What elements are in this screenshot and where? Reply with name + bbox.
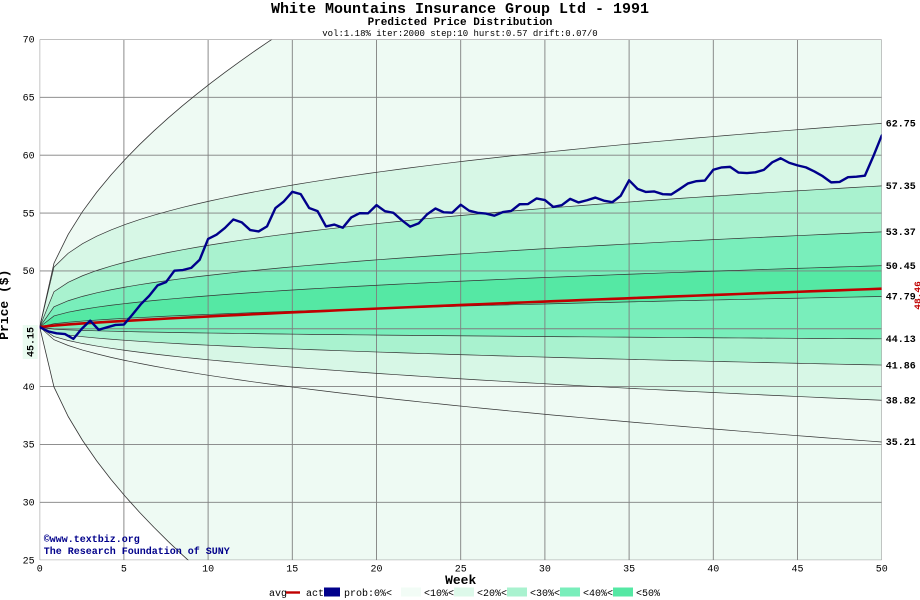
svg-text:60: 60 bbox=[23, 151, 35, 162]
svg-text:<10%<: <10%< bbox=[424, 589, 454, 600]
svg-text:prob:0%<: prob:0%< bbox=[344, 588, 392, 600]
svg-text:47.79: 47.79 bbox=[886, 293, 916, 304]
svg-text:The Research Foundation of SUN: The Research Foundation of SUNY bbox=[44, 546, 230, 558]
svg-text:44.13: 44.13 bbox=[886, 335, 916, 346]
svg-text:35: 35 bbox=[623, 565, 635, 576]
svg-text:50: 50 bbox=[876, 565, 888, 576]
svg-text:70: 70 bbox=[23, 36, 35, 47]
svg-text:Price ($): Price ($) bbox=[0, 270, 12, 340]
svg-text:57.35: 57.35 bbox=[886, 182, 916, 193]
svg-text:avg: avg bbox=[269, 589, 287, 600]
svg-text:10: 10 bbox=[202, 565, 214, 576]
svg-text:5: 5 bbox=[121, 565, 127, 576]
svg-text:0: 0 bbox=[37, 565, 43, 576]
svg-text:45.15: 45.15 bbox=[27, 327, 38, 357]
svg-text:65: 65 bbox=[23, 94, 35, 105]
svg-text:©www.textbiz.org: ©www.textbiz.org bbox=[44, 534, 140, 546]
svg-text:act: act bbox=[306, 589, 324, 600]
svg-text:55: 55 bbox=[23, 209, 35, 220]
svg-text:Week: Week bbox=[445, 573, 476, 588]
svg-text:<30%<: <30%< bbox=[530, 589, 560, 600]
svg-text:50.45: 50.45 bbox=[886, 262, 916, 273]
svg-text:30: 30 bbox=[539, 565, 551, 576]
svg-text:41.86: 41.86 bbox=[886, 361, 916, 372]
svg-text:30: 30 bbox=[23, 499, 35, 510]
svg-text:25: 25 bbox=[23, 556, 35, 567]
svg-text:40: 40 bbox=[23, 383, 35, 394]
svg-text:38.82: 38.82 bbox=[886, 396, 916, 407]
svg-text:48.46: 48.46 bbox=[913, 281, 920, 310]
svg-text:40: 40 bbox=[707, 565, 719, 576]
svg-text:35.21: 35.21 bbox=[886, 438, 916, 449]
svg-text:20: 20 bbox=[370, 565, 382, 576]
svg-text:<20%<: <20%< bbox=[477, 589, 507, 600]
svg-text:62.75: 62.75 bbox=[886, 120, 916, 131]
svg-text:50: 50 bbox=[23, 267, 35, 278]
svg-text:45: 45 bbox=[791, 565, 803, 576]
svg-text:15: 15 bbox=[286, 565, 298, 576]
svg-text:53.37: 53.37 bbox=[886, 228, 916, 239]
svg-text:<40%<: <40%< bbox=[583, 589, 613, 600]
svg-text:35: 35 bbox=[23, 441, 35, 452]
svg-text:<50%: <50% bbox=[636, 589, 660, 600]
